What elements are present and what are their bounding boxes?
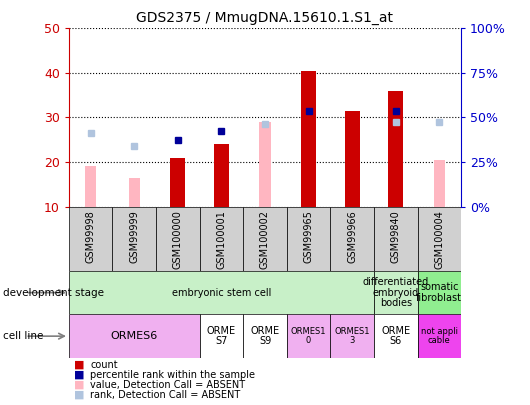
FancyBboxPatch shape [69,271,374,314]
Bar [85,166,96,207]
Text: GSM99999: GSM99999 [129,210,139,262]
Text: embryonic stem cell: embryonic stem cell [172,288,271,298]
FancyBboxPatch shape [418,271,461,314]
FancyBboxPatch shape [69,314,200,358]
Text: ■: ■ [74,380,85,390]
Bar [129,178,140,207]
Text: GSM99840: GSM99840 [391,210,401,262]
Text: GSM100000: GSM100000 [173,210,183,269]
Text: ORME
S6: ORME S6 [381,326,410,346]
FancyBboxPatch shape [374,271,418,314]
FancyBboxPatch shape [330,314,374,358]
FancyBboxPatch shape [156,207,200,271]
FancyBboxPatch shape [69,207,112,271]
Text: ORMES6: ORMES6 [111,331,158,341]
Bar [388,91,403,207]
Bar [434,160,445,207]
FancyBboxPatch shape [243,207,287,271]
Bar [259,122,271,207]
Text: ■: ■ [74,360,85,369]
FancyBboxPatch shape [112,207,156,271]
FancyBboxPatch shape [243,314,287,358]
Text: ORME
S7: ORME S7 [207,326,236,346]
FancyBboxPatch shape [330,207,374,271]
Text: value, Detection Call = ABSENT: value, Detection Call = ABSENT [90,380,245,390]
Text: ORMES1
3: ORMES1 3 [334,327,370,345]
FancyBboxPatch shape [287,207,330,271]
FancyBboxPatch shape [374,314,418,358]
Text: GSM100004: GSM100004 [434,210,444,269]
Text: ■: ■ [74,390,85,400]
Bar [301,71,316,207]
FancyBboxPatch shape [287,314,330,358]
Text: GSM100001: GSM100001 [216,210,226,269]
FancyBboxPatch shape [418,207,461,271]
Text: GSM100002: GSM100002 [260,210,270,269]
FancyBboxPatch shape [418,314,461,358]
Text: differentiated
embryoid
bodies: differentiated embryoid bodies [363,277,429,309]
Text: ORMES1
0: ORMES1 0 [291,327,326,345]
Text: GSM99998: GSM99998 [86,210,96,262]
Text: rank, Detection Call = ABSENT: rank, Detection Call = ABSENT [90,390,240,400]
Text: ORME
S9: ORME S9 [251,326,279,346]
FancyBboxPatch shape [374,207,418,271]
FancyBboxPatch shape [200,207,243,271]
Title: GDS2375 / MmugDNA.15610.1.S1_at: GDS2375 / MmugDNA.15610.1.S1_at [137,11,393,25]
Bar [344,111,360,207]
Bar [170,158,185,207]
Text: count: count [90,360,118,369]
Text: development stage: development stage [3,288,104,298]
Text: GSM99966: GSM99966 [347,210,357,262]
Text: percentile rank within the sample: percentile rank within the sample [90,370,255,379]
Text: GSM99965: GSM99965 [304,210,314,263]
Text: ■: ■ [74,370,85,379]
Text: not appli
cable: not appli cable [421,327,458,345]
Bar [214,144,229,207]
FancyBboxPatch shape [200,314,243,358]
Text: somatic
fibroblast: somatic fibroblast [416,282,462,303]
Text: cell line: cell line [3,331,43,341]
